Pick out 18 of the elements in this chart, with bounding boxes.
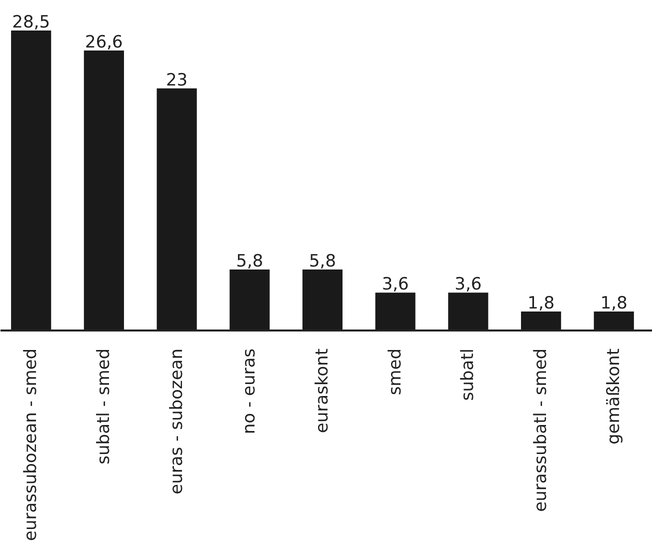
data-label: 1,8 <box>600 294 628 314</box>
x-tick-label: smed <box>385 348 406 396</box>
x-tick-label: no - euras <box>240 348 260 434</box>
data-label: 1,8 <box>528 294 555 314</box>
data-label: 23 <box>166 70 188 90</box>
x-tick-label: eurassubatl - smed <box>531 348 552 512</box>
data-label: 28,5 <box>12 12 50 32</box>
x-tick-label: euraskont <box>312 348 332 434</box>
data-label: 5,8 <box>308 251 336 272</box>
x-tick-label: gemäßkont <box>604 348 624 445</box>
data-label: 26,6 <box>85 32 123 52</box>
x-tick-label: subatl - smed <box>94 348 114 464</box>
x-tick-label: eurassubozean - smed <box>21 348 42 542</box>
data-label: 5,8 <box>236 251 264 272</box>
data-label: 3,6 <box>454 274 482 295</box>
data-label: 3,6 <box>382 274 409 295</box>
x-tick-label: euras - subozean <box>166 348 187 494</box>
x-tick-label: subatl <box>458 348 478 401</box>
